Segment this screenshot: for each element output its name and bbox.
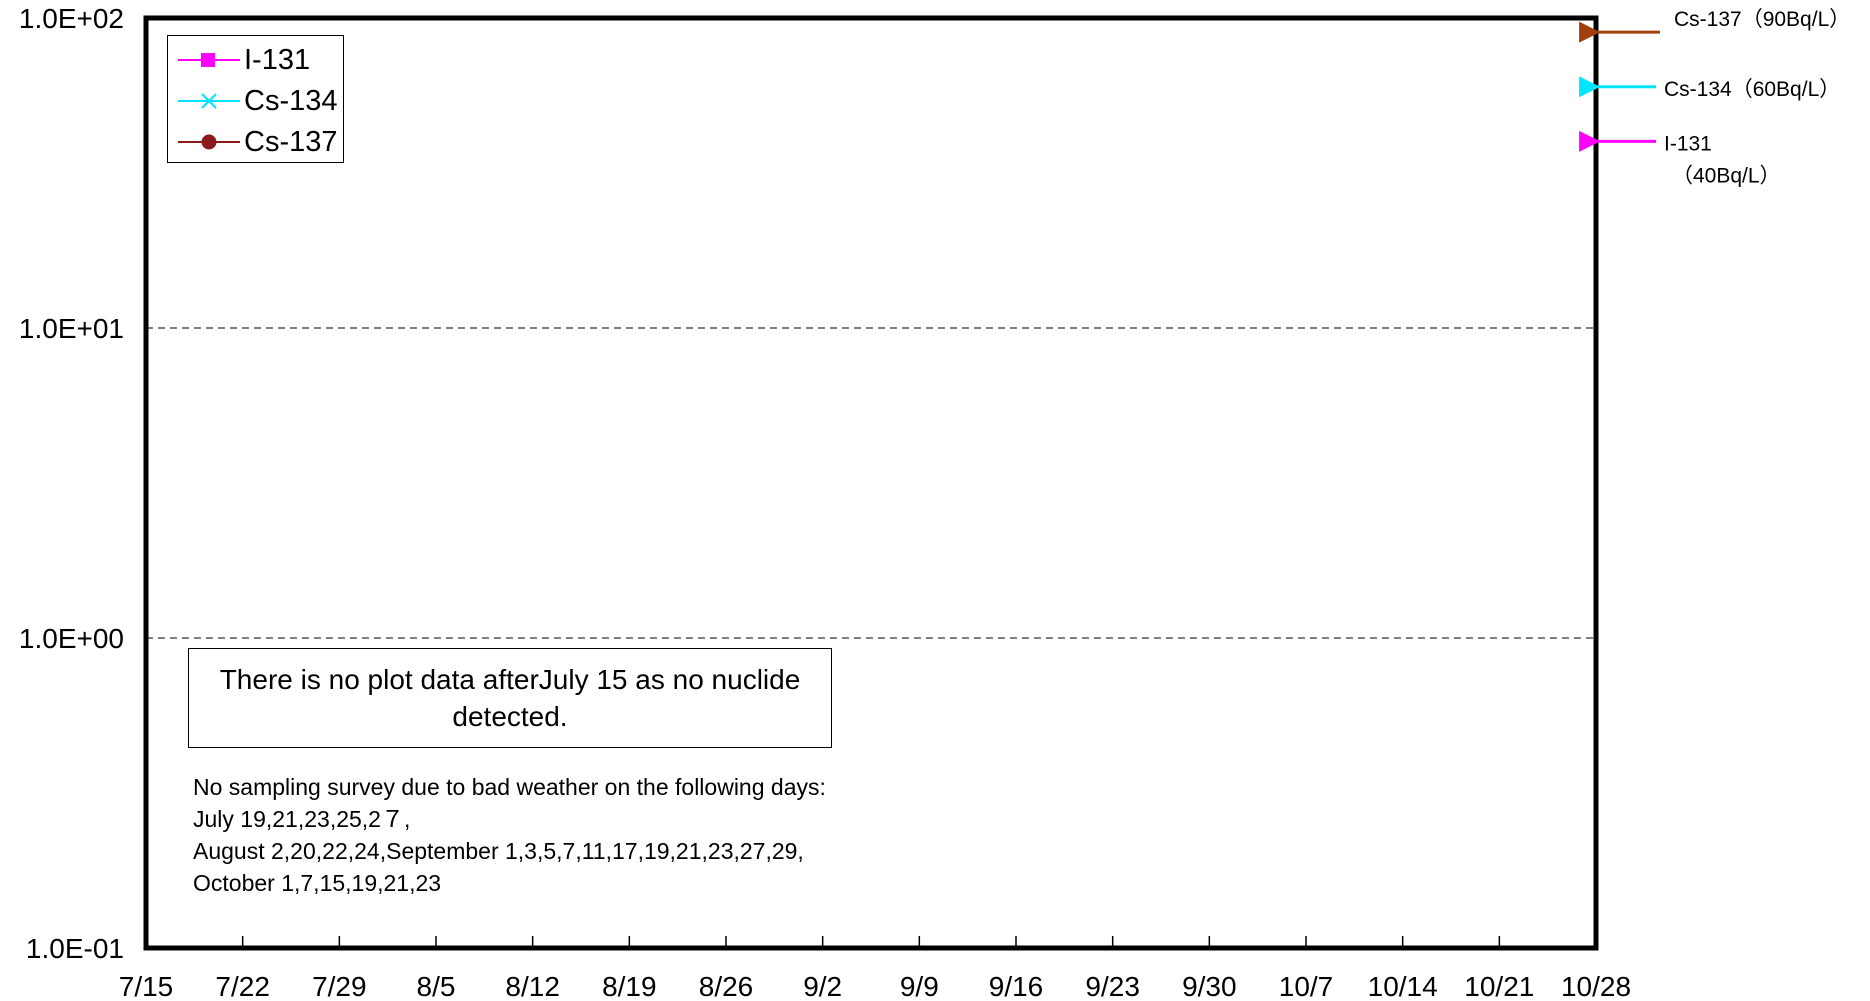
y-tick-label: 1.0E+01 [19, 313, 124, 344]
no-data-note: There is no plot data afterJuly 15 as no… [188, 648, 832, 748]
survey-note-line: No sampling survey due to bad weather on… [193, 774, 826, 800]
legend-marker-circle-icon [178, 134, 240, 150]
reference-levels: Cs-137（90Bq/L） Cs-134（60Bq/L） I-131 （40Bq/L… [1579, 8, 1850, 187]
x-tick-label: 9/9 [900, 971, 939, 1001]
x-tick-label: 7/15 [119, 971, 174, 1001]
x-tick-label: 8/5 [417, 971, 456, 1001]
y-tick-label: 1.0E-01 [26, 933, 124, 964]
x-tick-label: 10/7 [1279, 971, 1334, 1001]
x-tick-label: 7/29 [312, 971, 367, 1001]
legend-item-i131: I-131 [176, 40, 310, 80]
x-tick-label: 8/19 [602, 971, 657, 1001]
x-tick-label: 9/16 [989, 971, 1044, 1001]
x-tick-label: 9/2 [803, 971, 842, 1001]
x-axis: 7/15 7/22 7/29 8/5 8/12 8/19 8/26 9/2 9/9 9/16 9/2… [119, 936, 1631, 1001]
legend-label-cs134: Cs-134 [244, 84, 338, 117]
x-tick-label: 10/28 [1561, 971, 1631, 1001]
legend-marker-square-icon [178, 53, 240, 67]
legend-item-cs137: Cs-137 [176, 122, 338, 162]
reference-label: Cs-137（90Bq/L） [1674, 8, 1850, 31]
legend-label-i131: I-131 [244, 43, 311, 76]
x-tick-label: 10/21 [1464, 971, 1534, 1001]
y-axis: 1.0E+02 1.0E+01 1.0E+00 1.0E-01 [19, 3, 124, 964]
x-tick-label: 8/26 [699, 971, 754, 1001]
legend: I-131 Cs-134 Cs-137 [167, 35, 344, 163]
y-tick-label: 1.0E+02 [19, 3, 124, 34]
x-tick-label: 7/22 [215, 971, 270, 1001]
x-tick-label: 10/14 [1368, 971, 1438, 1001]
legend-marker-x-icon [178, 93, 240, 109]
reference-label: Cs-134（60Bq/L） [1664, 78, 1840, 101]
legend-item-cs134: Cs-134 [176, 81, 338, 121]
survey-note-line: August 2,20,22,24,September 1,3,5,7,11,1… [193, 838, 804, 864]
x-tick-label: 9/23 [1085, 971, 1140, 1001]
x-tick-label: 9/30 [1182, 971, 1237, 1001]
survey-note-line: July 19,21,23,25,2７, [193, 806, 411, 832]
y-tick-label: 1.0E+00 [19, 623, 124, 654]
survey-note-line: October 1,7,15,19,21,23 [193, 870, 442, 896]
x-tick-label: 8/12 [505, 971, 560, 1001]
reference-label: I-131 （40Bq/L） [1664, 132, 1781, 187]
plot-area-frame [143, 15, 1599, 951]
survey-note: No sampling survey due to bad weather on… [193, 771, 826, 899]
grid-lines [146, 327, 1596, 639]
legend-label-cs137: Cs-137 [244, 125, 338, 158]
